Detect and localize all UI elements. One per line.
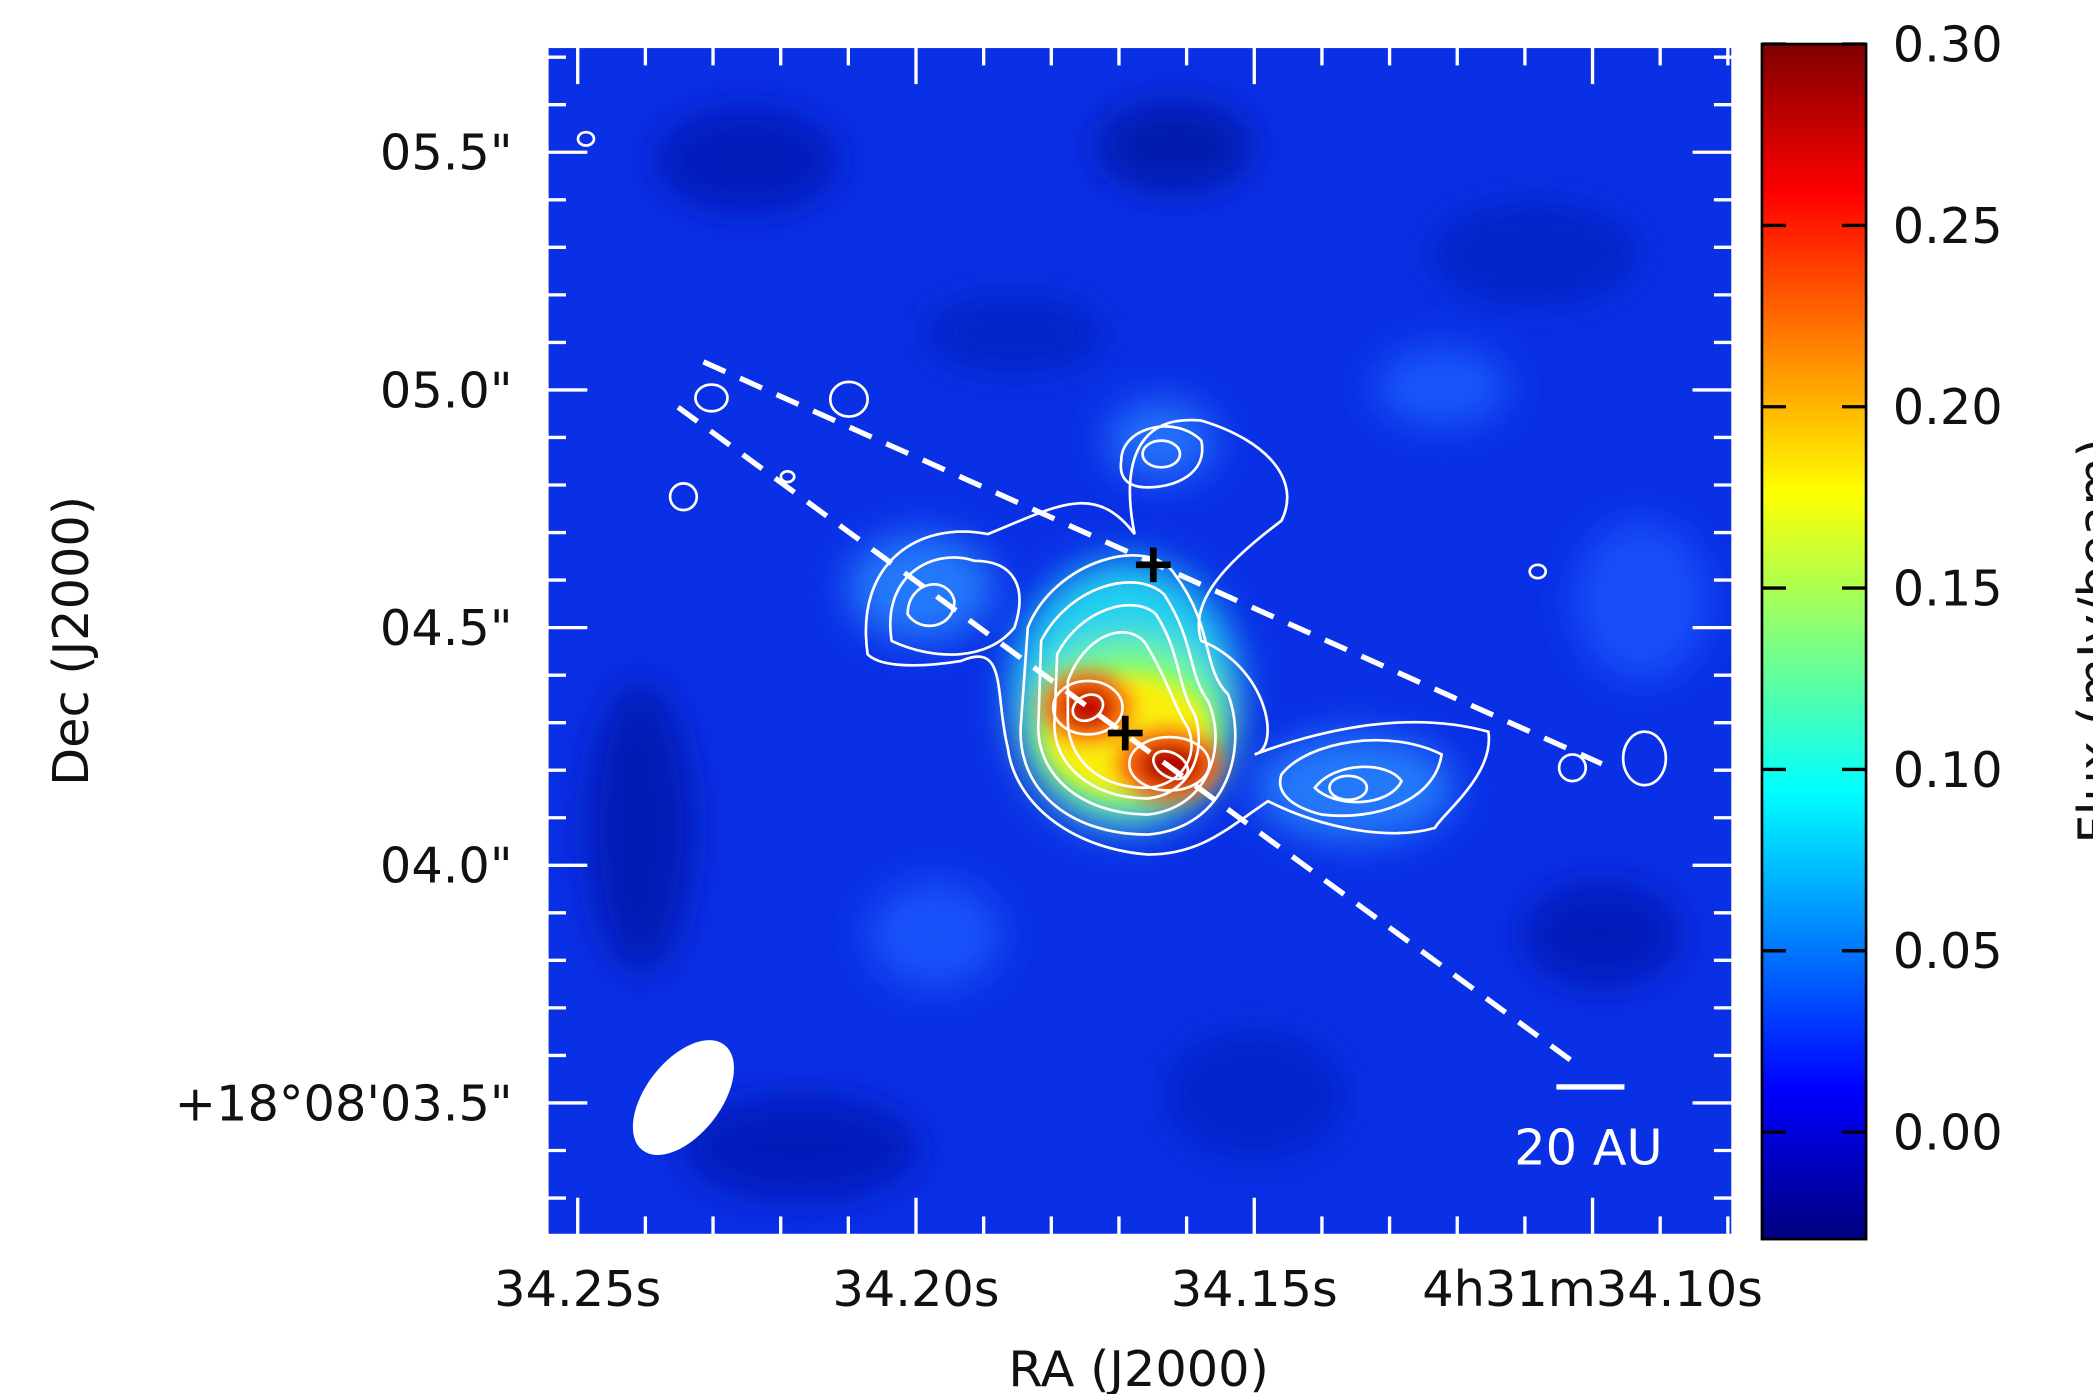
y-tick-label: +18°08'03.5" [175, 1074, 513, 1132]
x-tick-label: 34.25s [494, 1260, 661, 1318]
colorbar-tick-label: 0.30 [1893, 15, 2003, 73]
colorbar-tick-label: 0.05 [1893, 922, 2003, 980]
y-axis-label: Dec (J2000) [42, 496, 100, 786]
colorbar-tick-label: 0.15 [1893, 559, 2003, 617]
map [547, 46, 1733, 1236]
y-tick-label: 04.5" [380, 599, 513, 657]
contours [576, 130, 1668, 856]
colorbar-tick-label: 0.00 [1893, 1103, 2003, 1161]
y-tick-label: 05.0" [380, 361, 513, 419]
x-tick-label: 34.15s [1171, 1260, 1338, 1318]
x-tick-label: 4h31m34.10s [1422, 1260, 1763, 1318]
colorbar-tick-label: 0.20 [1893, 378, 2003, 436]
x-tick-label: 34.20s [832, 1260, 999, 1318]
colorbar-tick-label: 0.25 [1893, 197, 2003, 255]
plot-frame [545, 45, 1734, 1237]
scale-bar-label: 20 AU [1514, 1118, 1662, 1176]
y-tick-label: 04.0" [380, 837, 513, 895]
colorbar [1760, 42, 1868, 1241]
source-markers [1107, 547, 1171, 751]
y-tick-label: 05.5" [380, 124, 513, 182]
x-axis-label: RA (J2000) [1008, 1340, 1268, 1394]
colorbar-tick-label: 0.10 [1893, 741, 2003, 799]
colorbar-label: Flux (mJy/beam) [2067, 438, 2093, 844]
beam [632, 1040, 734, 1155]
